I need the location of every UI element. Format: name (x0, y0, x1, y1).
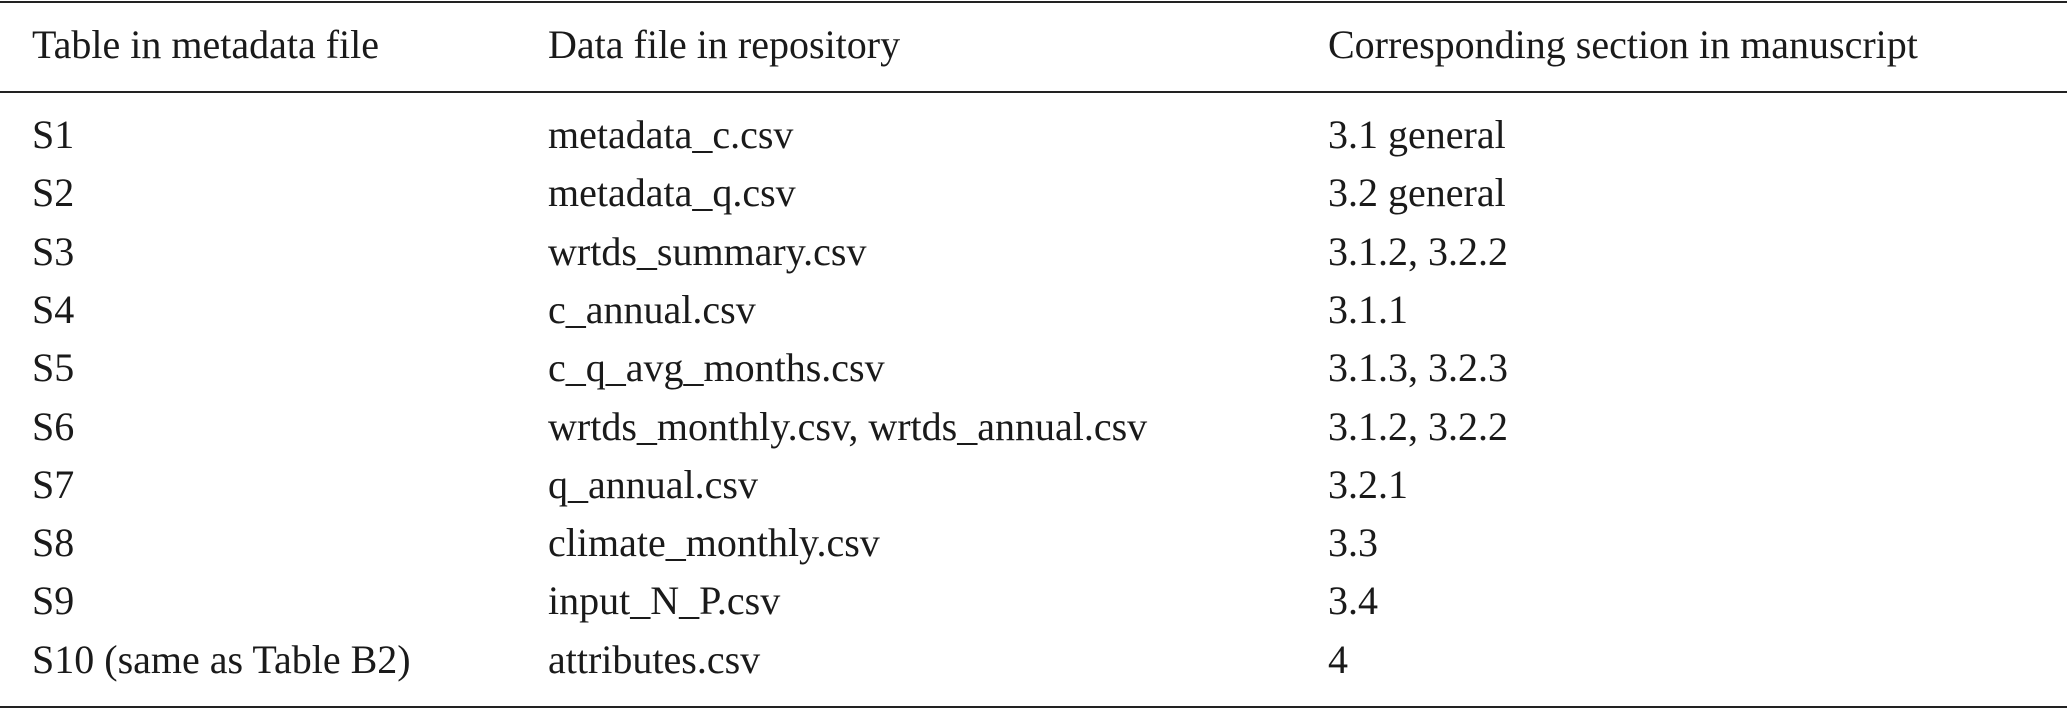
table-cell: metadata_q.csv (548, 170, 796, 216)
table-cell: S3 (32, 228, 75, 274)
table-cell: wrtds_summary.csv (548, 228, 867, 274)
header-cell: Table in metadata file (32, 22, 380, 67)
table-cell: q_annual.csv (548, 461, 758, 507)
table-cell: 3.1 general (1328, 112, 1506, 157)
table-cell: 3.1.1 (1328, 286, 1408, 332)
table-cell: metadata_c.csv (548, 112, 794, 157)
table-cell: input_N_P.csv (548, 578, 781, 624)
table-cell: 3.1.2, 3.2.2 (1328, 403, 1508, 449)
table-cell: S5 (32, 345, 75, 391)
table-cell: S6 (32, 403, 75, 449)
table-cell: 3.2.1 (1328, 461, 1408, 507)
table-cell: wrtds_monthly.csv, wrtds_annual.csv (548, 403, 1148, 449)
table-cell: c_annual.csv (548, 286, 756, 332)
bottom-rule (0, 706, 2067, 708)
table-cell: attributes.csv (548, 636, 761, 682)
header-cell: Corresponding section in manuscript (1328, 22, 1918, 67)
header-rule (0, 91, 2067, 93)
top-rule (0, 1, 2067, 3)
table-cell: S10 (same as Table B2) (32, 636, 411, 682)
table-cell: 3.1.3, 3.2.3 (1328, 345, 1508, 391)
table-cell: climate_monthly.csv (548, 520, 880, 566)
table-cell: 3.1.2, 3.2.2 (1328, 228, 1508, 274)
table-cell: S9 (32, 578, 75, 624)
header-cell: Data file in repository (548, 22, 901, 67)
table-cell: 4 (1328, 636, 1348, 682)
table-cell: 3.2 general (1328, 170, 1506, 216)
table-cell: S7 (32, 461, 75, 507)
table-cell: c_q_avg_months.csv (548, 345, 885, 391)
table-cell: S1 (32, 112, 75, 157)
table-cell: 3.4 (1328, 578, 1378, 624)
table-cell: 3.3 (1328, 520, 1378, 566)
table-cell: S2 (32, 170, 75, 216)
table-cell: S8 (32, 520, 75, 566)
table-cell: S4 (32, 286, 75, 332)
